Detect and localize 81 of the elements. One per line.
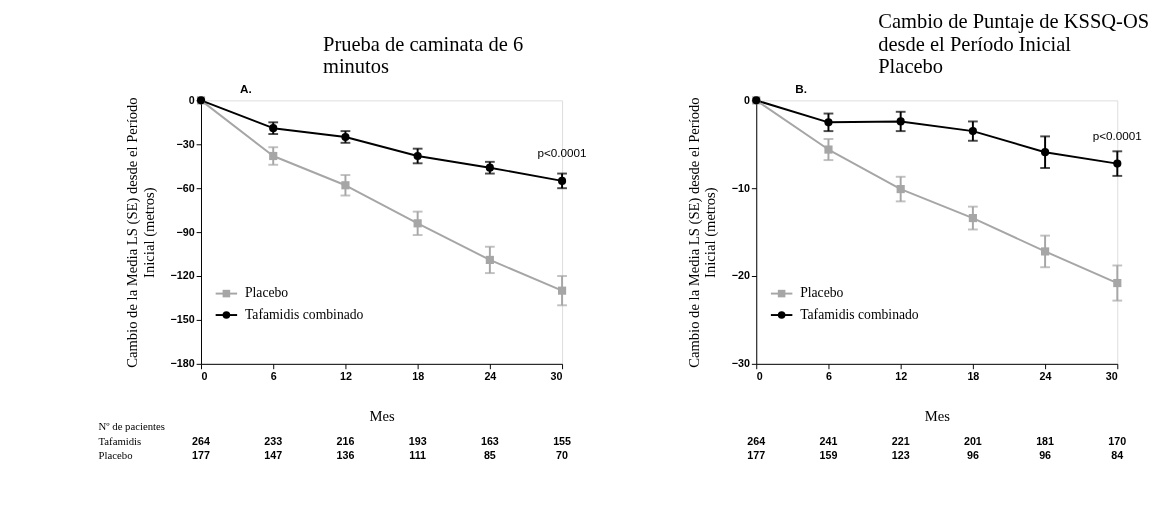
text: 264	[192, 434, 210, 447]
point	[485, 255, 494, 264]
y-tick-label: −60	[176, 181, 195, 194]
legend-label: Tafamidis combinado	[800, 306, 919, 322]
text: 147	[264, 449, 283, 462]
x-tick-label: 12	[339, 369, 352, 382]
text: 264	[747, 434, 766, 447]
point	[269, 151, 278, 161]
y-tick-label: 0	[188, 93, 195, 106]
x-tick-label: 0	[201, 369, 208, 382]
x-tick-label: 12	[895, 369, 908, 382]
text: 85	[483, 449, 496, 462]
text: Nº de pacientes	[98, 420, 165, 433]
text: 193	[408, 434, 427, 447]
text: 181	[1036, 434, 1055, 447]
text: B.	[795, 81, 807, 95]
x-tick-label: 0	[756, 369, 763, 382]
x-axis-title: Mes	[924, 407, 951, 424]
text: 233	[264, 434, 283, 447]
text: Tafamidis	[98, 434, 142, 447]
point	[341, 181, 350, 190]
text: 163	[480, 434, 499, 447]
annotation: p<0.0001	[1092, 129, 1142, 143]
text: 216	[336, 434, 355, 447]
x-tick-label: 30	[550, 369, 563, 382]
text: 155	[553, 434, 572, 447]
text: 241	[819, 434, 838, 447]
text: 170	[1108, 434, 1127, 447]
text: 96	[1039, 449, 1052, 462]
y-tick-label: −180	[170, 357, 195, 370]
text: 221	[891, 434, 910, 447]
y-tick-label: −30	[176, 137, 195, 150]
chart-title: Cambio de Puntaje de KSSQ-OS desde el Período Inicial Placebo	[878, 10, 1150, 78]
point	[968, 127, 977, 136]
y-axis-title: Cambio de la Media LS (SE) desde el Período Inicial (metros)	[124, 97, 158, 368]
text: 177	[192, 449, 210, 462]
x-tick-label: 6	[270, 369, 277, 382]
y-tick-label: −90	[176, 225, 195, 238]
x-tick-label: 6	[825, 369, 832, 382]
point	[1041, 247, 1050, 256]
point	[413, 151, 422, 161]
point	[1113, 159, 1122, 168]
y-tick-label: −120	[170, 269, 195, 282]
point	[557, 286, 567, 295]
text: 123	[891, 449, 910, 462]
y-axis-title: Cambio de la Media LS (SE) desde el Período Inicial (metros)	[685, 97, 720, 368]
x-tick-label: 18	[412, 369, 425, 382]
point	[1041, 148, 1050, 157]
x-tick-label: 18	[967, 369, 980, 382]
legend-label: Placebo	[800, 285, 844, 301]
x-tick-label: 24	[484, 369, 497, 382]
text: A.	[240, 81, 252, 95]
y-tick-label: −30	[731, 357, 750, 370]
point	[824, 145, 833, 154]
point	[557, 176, 567, 185]
legend-label: Placebo	[244, 285, 289, 301]
text: 96	[966, 449, 979, 462]
point	[968, 213, 977, 223]
text: 201	[963, 434, 982, 447]
point	[896, 184, 905, 194]
text: 111	[409, 449, 427, 462]
text: 70	[556, 449, 569, 462]
annotation: p<0.0001	[537, 146, 587, 160]
chart-title: Prueba de caminata de 6 minutos	[322, 32, 524, 78]
x-axis-title: Mes	[369, 407, 395, 424]
x-tick-label: 24	[1039, 369, 1052, 382]
text: 159	[819, 449, 838, 462]
point	[824, 118, 833, 127]
point	[896, 117, 905, 126]
point	[413, 219, 422, 228]
y-tick-label: −20	[731, 269, 750, 282]
text: 177	[747, 449, 766, 462]
y-tick-label: −150	[170, 313, 195, 326]
y-tick-label: −10	[731, 181, 750, 194]
x-tick-label: 30	[1105, 369, 1118, 382]
point	[1113, 278, 1122, 288]
text: 84	[1111, 449, 1124, 462]
legend-label: Tafamidis combinado	[244, 306, 364, 322]
y-tick-label: 0	[743, 93, 750, 106]
text: 136	[336, 449, 355, 462]
text: Placebo	[98, 449, 133, 462]
